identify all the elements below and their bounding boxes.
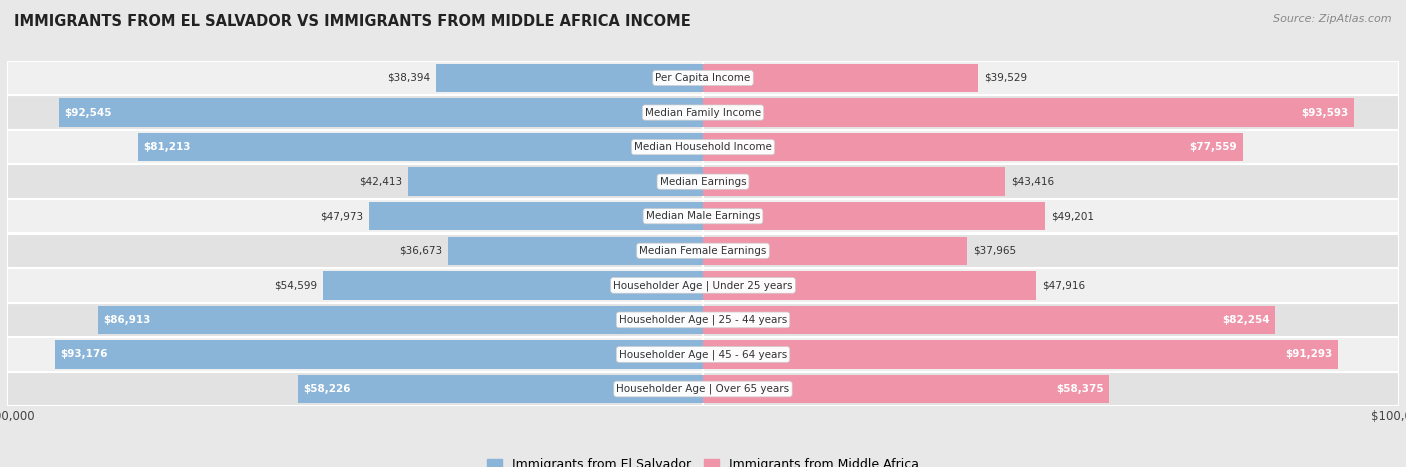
- Text: Median Earnings: Median Earnings: [659, 177, 747, 187]
- Text: $47,916: $47,916: [1042, 280, 1085, 290]
- Bar: [7, 337, 1399, 372]
- Bar: [703, 168, 1005, 196]
- Text: $43,416: $43,416: [1011, 177, 1054, 187]
- Bar: [703, 271, 1036, 299]
- Text: Householder Age | 25 - 44 years: Householder Age | 25 - 44 years: [619, 315, 787, 325]
- Text: $93,593: $93,593: [1302, 107, 1348, 118]
- Text: Per Capita Income: Per Capita Income: [655, 73, 751, 83]
- Text: Median Household Income: Median Household Income: [634, 142, 772, 152]
- Text: $92,545: $92,545: [65, 107, 112, 118]
- Text: $77,559: $77,559: [1189, 142, 1237, 152]
- Text: $36,673: $36,673: [399, 246, 443, 256]
- Bar: [98, 306, 703, 334]
- Text: $91,293: $91,293: [1285, 349, 1333, 360]
- Bar: [447, 237, 703, 265]
- Text: IMMIGRANTS FROM EL SALVADOR VS IMMIGRANTS FROM MIDDLE AFRICA INCOME: IMMIGRANTS FROM EL SALVADOR VS IMMIGRANT…: [14, 14, 690, 29]
- Bar: [7, 130, 1399, 164]
- Text: $38,394: $38,394: [387, 73, 430, 83]
- Text: Householder Age | Over 65 years: Householder Age | Over 65 years: [616, 384, 790, 394]
- Bar: [138, 133, 703, 161]
- Bar: [7, 268, 1399, 303]
- Bar: [703, 237, 967, 265]
- Bar: [7, 61, 1399, 95]
- Bar: [436, 64, 703, 92]
- Text: $54,599: $54,599: [274, 280, 318, 290]
- Text: $81,213: $81,213: [143, 142, 191, 152]
- Bar: [59, 99, 703, 127]
- Text: $58,226: $58,226: [304, 384, 352, 394]
- Bar: [703, 64, 979, 92]
- Bar: [323, 271, 703, 299]
- Text: $58,375: $58,375: [1056, 384, 1104, 394]
- Text: $37,965: $37,965: [973, 246, 1017, 256]
- Text: $82,254: $82,254: [1222, 315, 1270, 325]
- Text: Householder Age | Under 25 years: Householder Age | Under 25 years: [613, 280, 793, 290]
- Bar: [408, 168, 703, 196]
- Legend: Immigrants from El Salvador, Immigrants from Middle Africa: Immigrants from El Salvador, Immigrants …: [482, 453, 924, 467]
- Bar: [7, 164, 1399, 199]
- Text: $42,413: $42,413: [359, 177, 402, 187]
- Bar: [703, 375, 1109, 403]
- Bar: [703, 99, 1354, 127]
- Text: Median Family Income: Median Family Income: [645, 107, 761, 118]
- Bar: [7, 372, 1399, 406]
- Bar: [55, 340, 703, 368]
- Text: Source: ZipAtlas.com: Source: ZipAtlas.com: [1274, 14, 1392, 24]
- Text: $49,201: $49,201: [1052, 211, 1094, 221]
- Text: $39,529: $39,529: [984, 73, 1026, 83]
- Text: $93,176: $93,176: [60, 349, 108, 360]
- Bar: [7, 234, 1399, 268]
- Text: $47,973: $47,973: [321, 211, 364, 221]
- Bar: [7, 95, 1399, 130]
- Bar: [298, 375, 703, 403]
- Bar: [703, 202, 1046, 230]
- Bar: [703, 306, 1275, 334]
- Bar: [7, 303, 1399, 337]
- Text: $86,913: $86,913: [104, 315, 150, 325]
- Bar: [7, 199, 1399, 234]
- Bar: [703, 340, 1339, 368]
- Text: Householder Age | 45 - 64 years: Householder Age | 45 - 64 years: [619, 349, 787, 360]
- Bar: [703, 133, 1243, 161]
- Text: Median Female Earnings: Median Female Earnings: [640, 246, 766, 256]
- Text: Median Male Earnings: Median Male Earnings: [645, 211, 761, 221]
- Bar: [370, 202, 703, 230]
